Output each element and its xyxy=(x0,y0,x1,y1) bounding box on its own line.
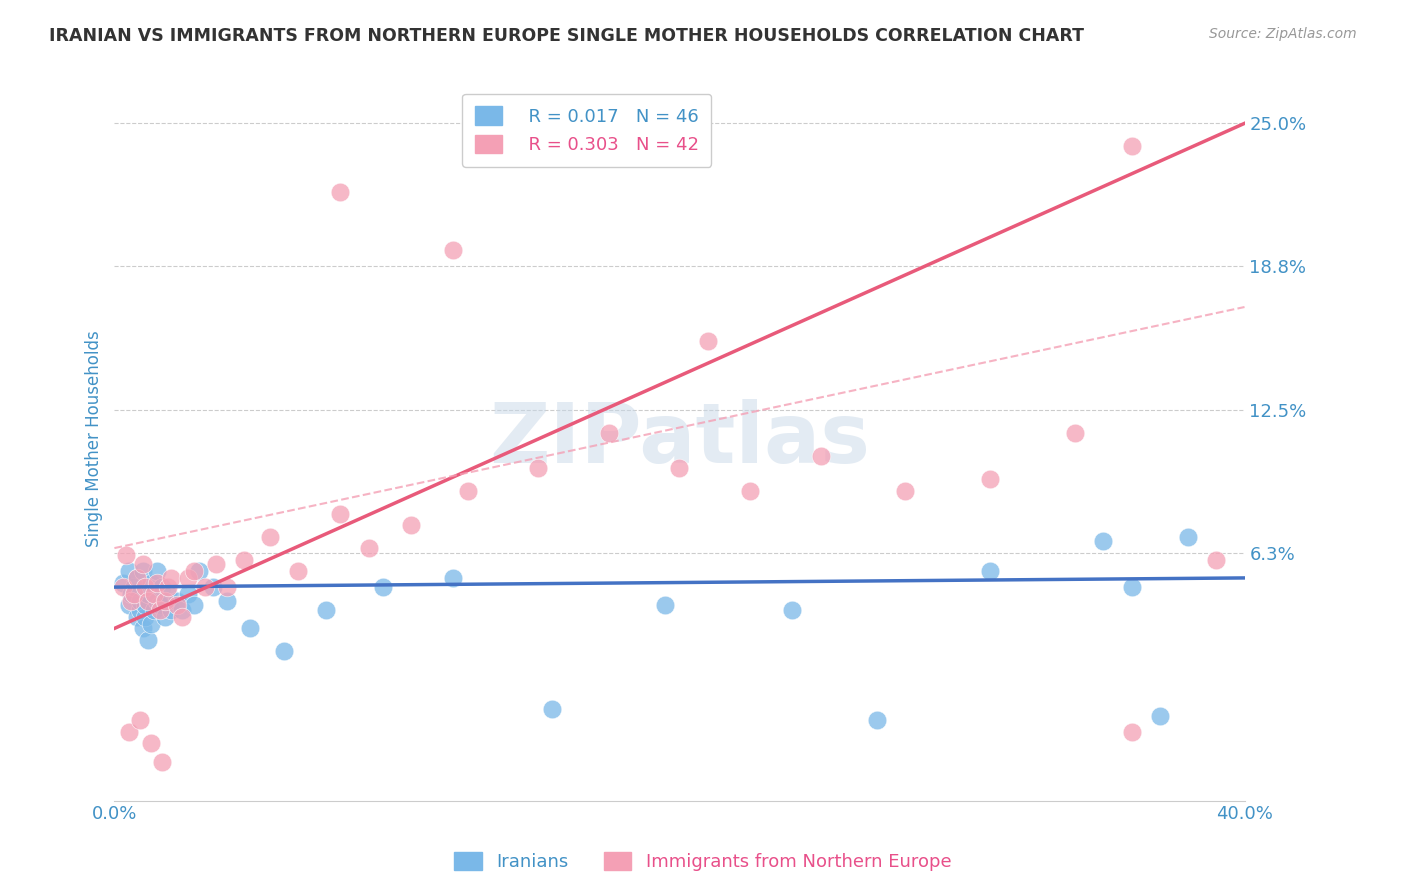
Point xyxy=(117,724,139,739)
Point xyxy=(866,713,889,727)
Point xyxy=(128,603,150,617)
Point xyxy=(157,580,180,594)
Point xyxy=(136,587,159,601)
Point xyxy=(128,594,150,608)
Point xyxy=(183,564,205,578)
Point xyxy=(122,587,145,601)
Point xyxy=(128,713,150,727)
Point xyxy=(139,575,162,590)
Point xyxy=(139,616,162,631)
Point xyxy=(160,603,183,617)
Point xyxy=(894,483,917,498)
Point xyxy=(152,580,174,594)
Point xyxy=(120,594,142,608)
Point xyxy=(1177,530,1199,544)
Point xyxy=(979,564,1001,578)
Point xyxy=(143,587,166,601)
Point xyxy=(125,610,148,624)
Point xyxy=(120,587,142,601)
Point xyxy=(233,552,256,566)
Point xyxy=(287,564,309,578)
Point xyxy=(149,599,172,613)
Point xyxy=(1092,534,1115,549)
Point xyxy=(1121,580,1143,594)
Point xyxy=(136,632,159,647)
Point xyxy=(134,599,156,613)
Point xyxy=(166,594,188,608)
Point xyxy=(443,243,465,257)
Point xyxy=(117,564,139,578)
Point xyxy=(1121,139,1143,153)
Point xyxy=(598,426,620,441)
Point xyxy=(146,575,169,590)
Point xyxy=(149,603,172,617)
Point xyxy=(202,580,225,594)
Point xyxy=(155,610,177,624)
Point xyxy=(177,587,200,601)
Point xyxy=(1121,724,1143,739)
Point xyxy=(443,571,465,585)
Point xyxy=(146,564,169,578)
Point xyxy=(329,186,352,200)
Legend:   R = 0.017   N = 46,   R = 0.303   N = 42: R = 0.017 N = 46, R = 0.303 N = 42 xyxy=(463,94,711,167)
Point xyxy=(1205,552,1227,566)
Point xyxy=(166,599,188,613)
Point xyxy=(172,603,194,617)
Point xyxy=(194,580,217,594)
Point xyxy=(217,580,239,594)
Point xyxy=(188,564,211,578)
Point xyxy=(1064,426,1087,441)
Point xyxy=(111,580,134,594)
Point xyxy=(1149,708,1171,723)
Point xyxy=(183,599,205,613)
Point xyxy=(357,541,380,555)
Point xyxy=(134,610,156,624)
Point xyxy=(740,483,762,498)
Point xyxy=(239,622,262,636)
Point xyxy=(155,594,177,608)
Point xyxy=(810,449,832,463)
Point xyxy=(160,571,183,585)
Point xyxy=(143,603,166,617)
Point xyxy=(111,575,134,590)
Point xyxy=(782,603,804,617)
Text: IRANIAN VS IMMIGRANTS FROM NORTHERN EUROPE SINGLE MOTHER HOUSEHOLDS CORRELATION : IRANIAN VS IMMIGRANTS FROM NORTHERN EURO… xyxy=(49,27,1084,45)
Point xyxy=(131,622,153,636)
Point xyxy=(177,571,200,585)
Point xyxy=(217,594,239,608)
Point xyxy=(125,571,148,585)
Point xyxy=(152,755,174,769)
Legend: Iranians, Immigrants from Northern Europe: Iranians, Immigrants from Northern Europ… xyxy=(447,845,959,879)
Point xyxy=(457,483,479,498)
Point xyxy=(136,594,159,608)
Point xyxy=(541,702,564,716)
Point xyxy=(134,580,156,594)
Text: Source: ZipAtlas.com: Source: ZipAtlas.com xyxy=(1209,27,1357,41)
Point xyxy=(157,587,180,601)
Point xyxy=(131,557,153,571)
Point xyxy=(329,507,352,521)
Point xyxy=(146,594,169,608)
Point xyxy=(172,610,194,624)
Point xyxy=(371,580,394,594)
Point xyxy=(696,334,718,349)
Y-axis label: Single Mother Households: Single Mother Households xyxy=(86,331,103,548)
Point xyxy=(273,644,295,658)
Point xyxy=(654,599,676,613)
Point xyxy=(114,548,136,562)
Point xyxy=(315,603,337,617)
Point xyxy=(117,599,139,613)
Point xyxy=(131,564,153,578)
Point xyxy=(122,580,145,594)
Point xyxy=(399,518,422,533)
Text: ZIPatlas: ZIPatlas xyxy=(489,399,870,480)
Point xyxy=(259,530,281,544)
Point xyxy=(668,460,690,475)
Point xyxy=(139,736,162,750)
Point xyxy=(979,472,1001,486)
Point xyxy=(527,460,550,475)
Point xyxy=(205,557,228,571)
Point xyxy=(125,571,148,585)
